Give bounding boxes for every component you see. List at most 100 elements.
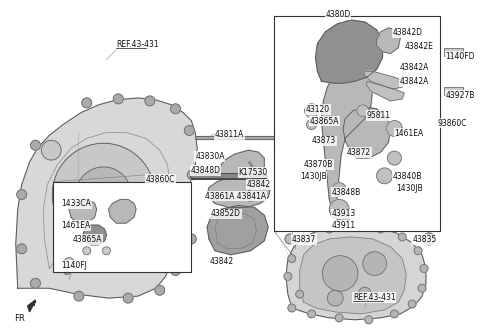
Circle shape bbox=[155, 285, 165, 295]
Polygon shape bbox=[69, 199, 96, 223]
Circle shape bbox=[76, 167, 131, 222]
Circle shape bbox=[307, 120, 316, 130]
Circle shape bbox=[418, 284, 426, 292]
Text: K17530: K17530 bbox=[239, 168, 268, 177]
Circle shape bbox=[17, 244, 26, 254]
Circle shape bbox=[145, 96, 155, 106]
Circle shape bbox=[184, 126, 194, 135]
Circle shape bbox=[377, 168, 393, 184]
Text: 43848D: 43848D bbox=[190, 166, 220, 175]
Polygon shape bbox=[108, 199, 136, 223]
Text: 43873: 43873 bbox=[312, 136, 336, 145]
Circle shape bbox=[186, 234, 196, 244]
Circle shape bbox=[170, 104, 180, 114]
Circle shape bbox=[414, 247, 422, 255]
Text: 43840B: 43840B bbox=[393, 172, 422, 181]
Text: 43911: 43911 bbox=[331, 221, 355, 230]
Circle shape bbox=[420, 265, 428, 273]
Text: 43842: 43842 bbox=[247, 180, 271, 189]
Text: 1430JB: 1430JB bbox=[300, 172, 326, 181]
Circle shape bbox=[337, 213, 349, 225]
Circle shape bbox=[187, 170, 197, 180]
Circle shape bbox=[288, 255, 296, 263]
Text: 43830A: 43830A bbox=[195, 152, 225, 161]
Polygon shape bbox=[207, 178, 270, 207]
Circle shape bbox=[64, 258, 74, 268]
Polygon shape bbox=[16, 98, 197, 298]
Text: 43835: 43835 bbox=[412, 235, 436, 244]
Circle shape bbox=[52, 143, 155, 246]
Circle shape bbox=[359, 287, 371, 299]
Text: 43865A: 43865A bbox=[73, 235, 102, 244]
Polygon shape bbox=[83, 225, 107, 245]
Circle shape bbox=[408, 300, 416, 308]
Bar bbox=[444, 87, 463, 95]
Circle shape bbox=[390, 310, 398, 318]
Polygon shape bbox=[343, 107, 390, 158]
Polygon shape bbox=[322, 67, 372, 215]
Circle shape bbox=[170, 266, 180, 276]
Circle shape bbox=[363, 252, 386, 276]
Text: 95811: 95811 bbox=[367, 111, 391, 120]
Text: 43913: 43913 bbox=[331, 209, 356, 218]
Text: 43837: 43837 bbox=[292, 235, 316, 244]
Text: 43927B: 43927B bbox=[445, 91, 475, 100]
Circle shape bbox=[365, 316, 372, 324]
Circle shape bbox=[302, 235, 310, 243]
Polygon shape bbox=[28, 300, 36, 312]
Bar bbox=[444, 48, 463, 55]
Polygon shape bbox=[300, 237, 406, 314]
Circle shape bbox=[296, 290, 304, 298]
Polygon shape bbox=[315, 20, 383, 83]
Text: 43842: 43842 bbox=[210, 257, 234, 266]
Text: 43872: 43872 bbox=[347, 148, 371, 157]
Text: 43120: 43120 bbox=[306, 105, 330, 114]
Polygon shape bbox=[286, 225, 426, 320]
Text: 1461EA: 1461EA bbox=[395, 129, 424, 137]
Circle shape bbox=[323, 256, 358, 291]
Polygon shape bbox=[217, 150, 264, 178]
Text: 93860C: 93860C bbox=[438, 119, 467, 128]
Circle shape bbox=[41, 140, 61, 160]
Circle shape bbox=[377, 225, 384, 233]
Circle shape bbox=[284, 273, 292, 280]
Circle shape bbox=[82, 98, 92, 108]
Circle shape bbox=[63, 267, 71, 275]
Circle shape bbox=[423, 233, 435, 245]
Circle shape bbox=[387, 151, 401, 165]
Circle shape bbox=[288, 304, 296, 312]
Text: 4380D: 4380D bbox=[325, 10, 350, 19]
Circle shape bbox=[332, 183, 346, 196]
Text: 43842A: 43842A bbox=[399, 77, 429, 86]
Circle shape bbox=[305, 104, 318, 118]
Text: 43870B: 43870B bbox=[304, 160, 333, 169]
Text: 43842E: 43842E bbox=[404, 42, 433, 51]
Text: 1430JB: 1430JB bbox=[396, 184, 423, 193]
Circle shape bbox=[398, 233, 406, 241]
Bar bbox=[274, 16, 440, 231]
Text: 43861A 43841A: 43861A 43841A bbox=[205, 192, 266, 201]
Polygon shape bbox=[365, 71, 404, 89]
Circle shape bbox=[31, 278, 40, 288]
Circle shape bbox=[325, 225, 333, 233]
Circle shape bbox=[308, 310, 315, 318]
Text: FR: FR bbox=[14, 314, 24, 323]
Text: 1140FJ: 1140FJ bbox=[61, 261, 87, 270]
Circle shape bbox=[351, 223, 359, 231]
Polygon shape bbox=[377, 28, 400, 53]
Text: 43852D: 43852D bbox=[211, 209, 241, 218]
Circle shape bbox=[285, 234, 295, 244]
Text: 43811A: 43811A bbox=[215, 131, 244, 139]
Text: REF.43-431: REF.43-431 bbox=[116, 40, 159, 49]
Circle shape bbox=[427, 114, 441, 128]
Bar bbox=[53, 182, 191, 273]
Text: 43842A: 43842A bbox=[399, 63, 429, 72]
Circle shape bbox=[17, 190, 26, 199]
Text: 43865A: 43865A bbox=[310, 117, 339, 126]
Circle shape bbox=[247, 194, 254, 201]
Circle shape bbox=[103, 247, 110, 255]
Text: 1461EA: 1461EA bbox=[61, 221, 90, 230]
Circle shape bbox=[386, 121, 402, 136]
Polygon shape bbox=[367, 81, 404, 101]
Circle shape bbox=[329, 199, 349, 219]
